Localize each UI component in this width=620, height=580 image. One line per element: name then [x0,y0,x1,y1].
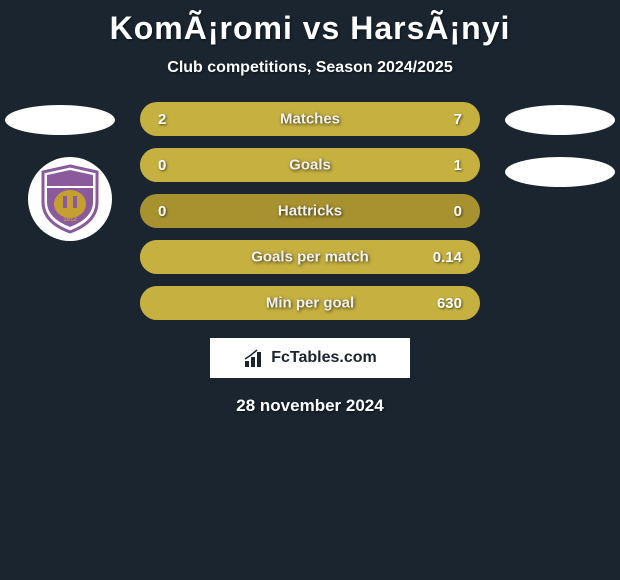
stat-right-value: 1 [454,157,462,174]
stat-row-matches: 2 Matches 7 [140,102,480,136]
stat-left-value: 2 [158,111,166,128]
page-subtitle: Club competitions, Season 2024/2025 [0,59,620,77]
stat-right-value: 0 [454,203,462,220]
brand-box: FcTables.com [210,338,410,378]
stat-label: Min per goal [266,295,354,312]
stat-row-goals-per-match: Goals per match 0.14 [140,240,480,274]
stat-label: Goals [289,157,331,174]
brand-name: FcTables.com [271,349,377,367]
date-text: 28 november 2024 [0,396,620,416]
left-player-shape-1 [5,105,115,135]
stat-right-value: 0.14 [433,249,462,266]
stat-row-goals: 0 Goals 1 [140,148,480,182]
comparison-area: 1912 2 Matches 7 0 Goals 1 [0,102,620,416]
right-player-shape-2 [505,157,615,187]
chart-icon [243,347,265,369]
stat-right-value: 630 [437,295,462,312]
stat-left-value: 0 [158,203,166,220]
right-player-shape-1 [505,105,615,135]
stat-right-value: 7 [454,111,462,128]
stat-label: Hattricks [278,203,342,220]
club-badge: 1912 [28,157,112,241]
stat-label: Matches [280,111,340,128]
svg-text:1912: 1912 [63,217,77,223]
page-title: KomÃ¡romi vs HarsÃ¡nyi [0,10,620,47]
stat-label: Goals per match [251,249,369,266]
stat-left-value: 0 [158,157,166,174]
shield-icon: 1912 [39,164,101,234]
stat-row-min-per-goal: Min per goal 630 [140,286,480,320]
stat-rows: 2 Matches 7 0 Goals 1 0 Hatt [140,102,480,320]
stat-row-hattricks: 0 Hattricks 0 [140,194,480,228]
